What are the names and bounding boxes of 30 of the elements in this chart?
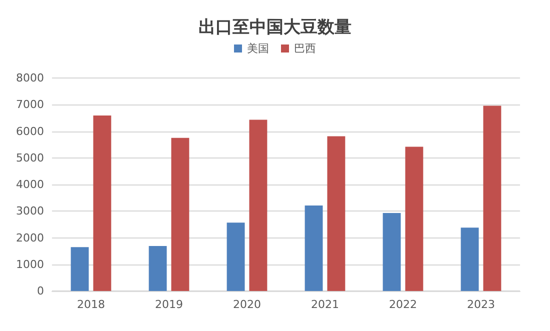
bar xyxy=(460,228,479,291)
legend-label: 美国 xyxy=(247,42,269,55)
x-tick-label: 2021 xyxy=(311,298,339,311)
bar xyxy=(226,222,245,291)
bar xyxy=(483,106,502,291)
y-tick-label: 0 xyxy=(37,284,44,298)
x-tick-label: 2018 xyxy=(77,298,105,311)
y-tick-label: 5000 xyxy=(16,151,44,164)
x-tick-label: 2022 xyxy=(389,298,417,311)
bar xyxy=(304,206,323,291)
y-tick-label: 8000 xyxy=(16,72,44,84)
y-tick-label: 7000 xyxy=(16,98,44,112)
bar xyxy=(171,138,190,291)
y-tick-label: 4000 xyxy=(16,178,44,191)
x-tick-label: 2023 xyxy=(467,298,495,311)
y-tick-label: 2000 xyxy=(16,231,44,244)
bar xyxy=(93,116,112,291)
chart-title: 出口至中国大豆数量 xyxy=(198,18,352,38)
x-tick-label: 2020 xyxy=(233,298,261,311)
legend-label: 巴西 xyxy=(294,42,316,55)
y-tick-label: 1000 xyxy=(16,258,44,271)
bar xyxy=(327,136,346,291)
bar xyxy=(249,120,268,291)
bar xyxy=(70,247,89,291)
bar xyxy=(382,212,401,291)
bar xyxy=(148,246,167,291)
bar xyxy=(405,146,424,291)
y-tick-label: 6000 xyxy=(16,124,44,138)
y-tick-label: 3000 xyxy=(16,204,44,218)
x-tick-label: 2019 xyxy=(155,298,183,311)
